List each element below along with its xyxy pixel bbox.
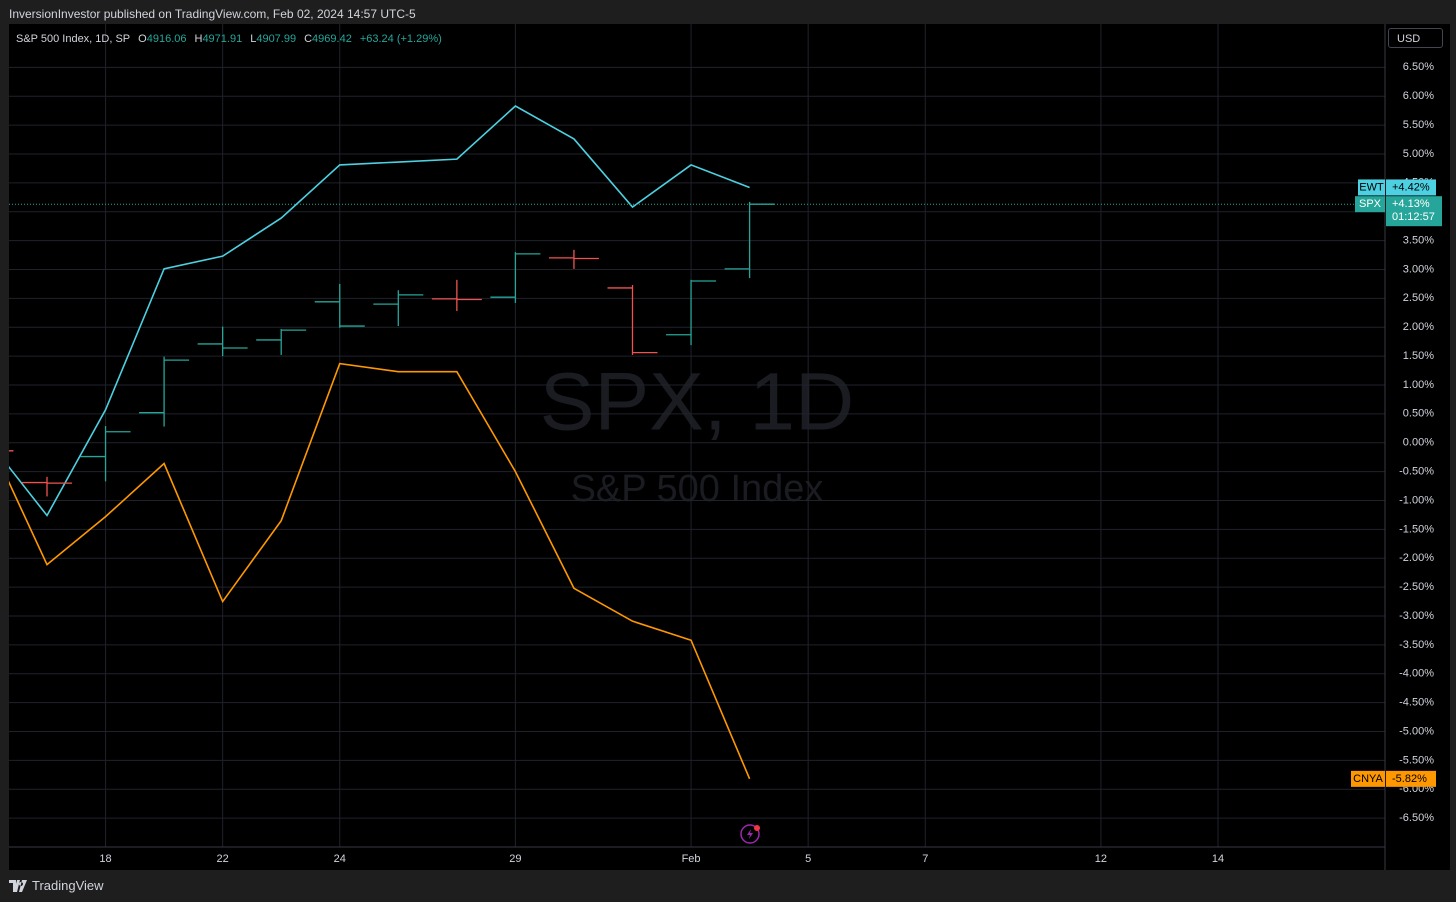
brand-name: TradingView xyxy=(32,878,104,893)
axes: -6.50%-6.00%-5.50%-5.00%-4.50%-4.00%-3.5… xyxy=(99,61,1442,865)
ohlc-bar xyxy=(607,285,658,355)
y-tick-label: -4.50% xyxy=(1399,697,1434,709)
x-tick-label: 29 xyxy=(509,853,521,865)
y-tick-label: 5.50% xyxy=(1403,119,1434,131)
y-tick-label: -3.00% xyxy=(1399,610,1434,622)
x-tick-label: 14 xyxy=(1212,853,1224,865)
price-tag xyxy=(1386,179,1436,196)
ohlc-bar xyxy=(80,425,131,482)
plot-area xyxy=(9,105,1385,780)
ohlc-bar xyxy=(139,356,190,427)
y-tick-label: -3.50% xyxy=(1399,639,1434,651)
x-tick-label: 22 xyxy=(217,853,229,865)
symbol-tag xyxy=(1351,770,1385,787)
brand: TradingView xyxy=(9,878,104,893)
ohlc-bar xyxy=(666,279,717,346)
price-tag-text: +4.13% xyxy=(1392,198,1430,210)
y-tick-label: -1.50% xyxy=(1399,523,1434,535)
ohlc-bar xyxy=(373,290,424,327)
ohlc-bar xyxy=(548,249,599,269)
currency-button[interactable]: USD xyxy=(1388,28,1443,48)
ohlc-bar xyxy=(197,326,248,357)
y-tick-label: 3.00% xyxy=(1403,263,1434,275)
y-tick-label: 5.00% xyxy=(1403,148,1434,160)
y-tick-label: 6.50% xyxy=(1403,61,1434,73)
symbol-tag xyxy=(1358,179,1385,196)
watermark-symbol: SPX, 1D xyxy=(540,357,854,448)
chart-background xyxy=(9,24,1450,870)
ohlc-value: 4916.06 xyxy=(146,33,187,45)
countdown-text: 01:12:57 xyxy=(1392,211,1435,223)
y-tick-label: 3.50% xyxy=(1403,234,1434,246)
watermark-description: S&P 500 Index xyxy=(571,468,824,510)
y-tick-label: -0.50% xyxy=(1399,466,1434,478)
ohlc-value: 4971.91 xyxy=(202,33,243,45)
symbol-tag-text: EWT xyxy=(1359,181,1384,193)
symbol-tag-text: CNYA xyxy=(1353,773,1383,785)
symbol-tag-text: SPX xyxy=(1359,198,1382,210)
y-tick-label: -2.50% xyxy=(1399,581,1434,593)
x-tick-label: 24 xyxy=(334,853,346,865)
symbol: S&P 500 Index, 1D, SP xyxy=(16,33,131,45)
ohlc-field: L4907.99 xyxy=(250,33,296,45)
price-tag xyxy=(1386,770,1436,787)
price-tag xyxy=(1386,196,1442,227)
y-tick-label: -1.00% xyxy=(1399,494,1434,506)
x-tick-label: 5 xyxy=(805,853,811,865)
y-tick-label: 0.50% xyxy=(1403,408,1434,420)
ohlc-bar xyxy=(22,476,72,497)
y-tick-label: -2.00% xyxy=(1399,552,1434,564)
ohlc-field: O4916.06 xyxy=(138,33,186,45)
ohlc-key: L xyxy=(250,33,257,45)
ohlc-key: H xyxy=(194,33,203,45)
y-tick-label: -4.00% xyxy=(1399,668,1434,680)
ohlc-field: H4971.91 xyxy=(194,33,242,45)
ohlc-bar xyxy=(9,450,14,452)
x-tick-label: 7 xyxy=(922,853,928,865)
x-tick-label: Feb xyxy=(682,853,701,865)
y-tick-label: 1.00% xyxy=(1403,379,1434,391)
price-tag-text: -5.82% xyxy=(1392,773,1427,785)
x-tick-label: 12 xyxy=(1095,853,1107,865)
y-tick-label: 0.00% xyxy=(1403,437,1434,449)
ohlc-field: C4969.42 xyxy=(304,33,352,45)
ohlc-bar xyxy=(490,252,541,303)
brand-logo xyxy=(9,879,27,892)
ohlc-key: C xyxy=(304,33,313,45)
grid xyxy=(9,24,1385,847)
y-tick-label: 1.50% xyxy=(1403,350,1434,362)
events-icon[interactable] xyxy=(740,824,760,844)
series-line xyxy=(9,105,750,517)
ohlc-bar xyxy=(314,283,365,328)
y-tick-label: -5.50% xyxy=(1399,754,1434,766)
symbol-tag xyxy=(1355,196,1385,213)
ohlc-value: 4969.42 xyxy=(312,33,352,45)
x-tick-label: 18 xyxy=(99,853,111,865)
publish-info: InversionInvestor published on TradingVi… xyxy=(9,7,416,21)
y-tick-label: 6.00% xyxy=(1403,90,1434,102)
y-tick-label: -5.00% xyxy=(1399,725,1434,737)
price-tag-text: +4.42% xyxy=(1392,181,1430,193)
ohlc-value: 4907.99 xyxy=(256,33,297,45)
ohlc-key: O xyxy=(138,33,147,45)
y-tick-label: -6.50% xyxy=(1399,812,1434,824)
legend: S&P 500 Index, 1D, SP O4916.06 H4971.91 L4… xyxy=(16,33,442,45)
y-tick-label: 2.50% xyxy=(1403,292,1434,304)
y-tick-label: 2.00% xyxy=(1403,321,1434,333)
series-line xyxy=(9,362,751,780)
ohlc-bar xyxy=(256,328,307,355)
ohlc-change: +63.24 (+1.29%) xyxy=(359,33,442,45)
ohlc-bar xyxy=(431,279,482,312)
